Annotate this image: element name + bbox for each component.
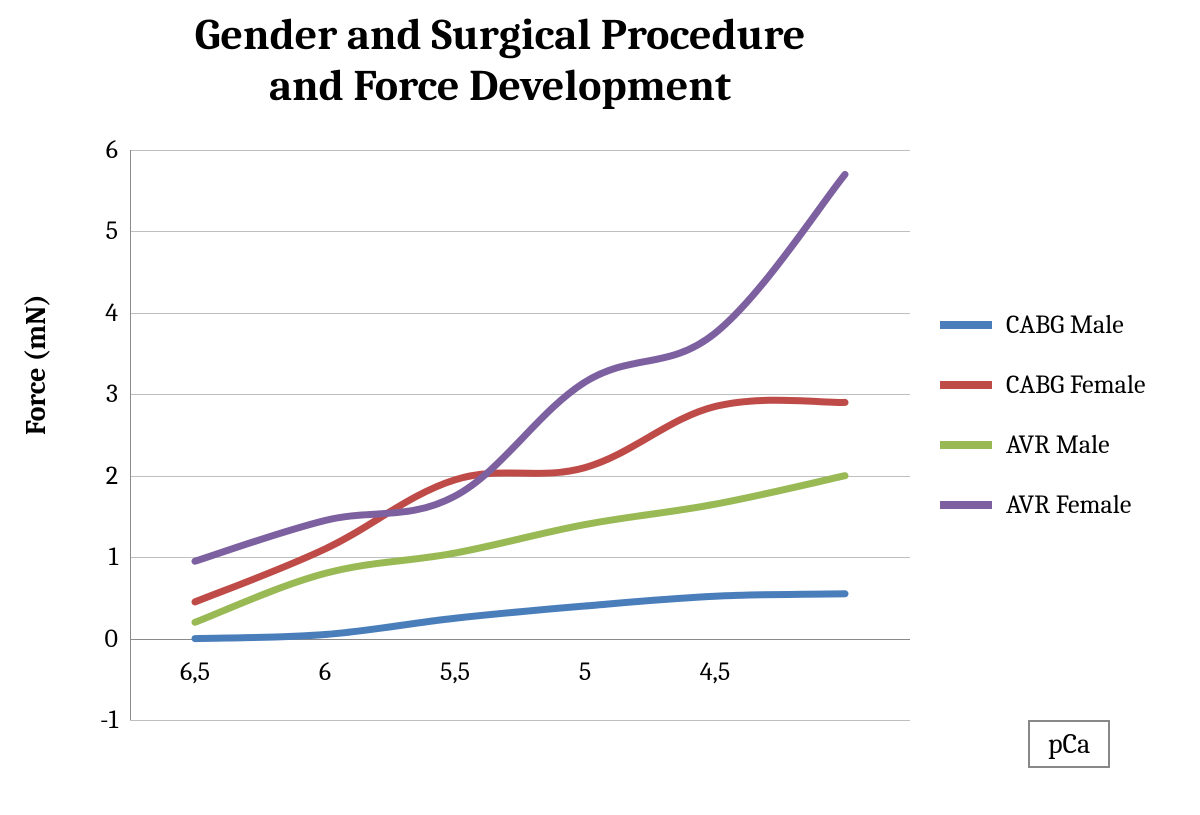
y-tick-label: 0 (58, 624, 118, 654)
x-tick-label: 4,5 (700, 657, 730, 687)
x-axis-label: pCa (1048, 728, 1090, 760)
x-tick-label: 6,5 (180, 657, 210, 687)
chart-title: Gender and Surgical Procedure and Force … (0, 10, 1000, 111)
y-tick-label: 3 (58, 379, 118, 409)
y-tick-label: 2 (58, 461, 118, 491)
legend-swatch (940, 381, 992, 389)
legend: CABG Male CABG Female AVR Male AVR Female (940, 310, 1145, 550)
legend-label: AVR Male (1006, 430, 1110, 460)
x-tick-label: 5 (579, 657, 591, 687)
plot-area (130, 150, 910, 720)
x-axis-label-box: pCa (1028, 720, 1110, 768)
x-tick-label: 6 (319, 657, 331, 687)
series-line (195, 476, 845, 623)
y-tick-label: -1 (58, 705, 118, 735)
series-line (195, 594, 845, 639)
y-tick-label: 1 (58, 542, 118, 572)
legend-item: AVR Female (940, 490, 1145, 520)
legend-swatch (940, 441, 992, 449)
legend-item: CABG Female (940, 370, 1145, 400)
legend-item: CABG Male (940, 310, 1145, 340)
gridline (130, 720, 910, 721)
y-tick-label: 4 (58, 298, 118, 328)
legend-label: CABG Male (1006, 310, 1124, 340)
series-lines (130, 150, 910, 720)
x-tick-label: 5,5 (440, 657, 470, 687)
y-axis-label: Force (mN) (20, 294, 52, 435)
line-chart: Gender and Surgical Procedure and Force … (0, 0, 1200, 815)
legend-item: AVR Male (940, 430, 1145, 460)
legend-swatch (940, 321, 992, 329)
series-line (195, 174, 845, 561)
y-tick-label: 6 (58, 135, 118, 165)
legend-swatch (940, 501, 992, 509)
y-tick-label: 5 (58, 216, 118, 246)
legend-label: AVR Female (1006, 490, 1131, 520)
legend-label: CABG Female (1006, 370, 1145, 400)
